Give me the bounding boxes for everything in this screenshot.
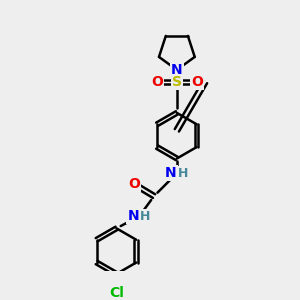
Text: O: O bbox=[128, 177, 140, 191]
Text: H: H bbox=[178, 167, 188, 180]
Text: N: N bbox=[128, 209, 139, 223]
Text: O: O bbox=[151, 75, 163, 89]
Text: S: S bbox=[172, 75, 182, 89]
Text: N: N bbox=[171, 63, 183, 77]
Text: O: O bbox=[191, 75, 203, 89]
Text: H: H bbox=[140, 210, 150, 223]
Text: Cl: Cl bbox=[109, 286, 124, 300]
Text: N: N bbox=[165, 166, 177, 180]
